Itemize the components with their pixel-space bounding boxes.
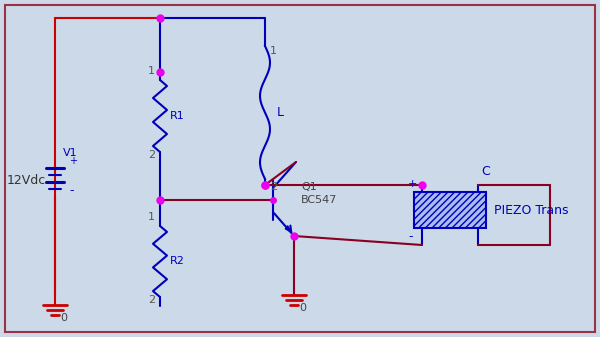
Text: +: + — [69, 156, 77, 166]
Text: C: C — [481, 165, 490, 178]
Text: 1: 1 — [270, 46, 277, 56]
Text: 0: 0 — [299, 303, 306, 313]
Text: 2: 2 — [270, 182, 277, 192]
Text: 1: 1 — [148, 212, 155, 222]
Text: +: + — [408, 179, 418, 189]
Bar — [414, 192, 486, 228]
Text: 0: 0 — [60, 313, 67, 323]
Text: R1: R1 — [170, 111, 185, 121]
Text: 1: 1 — [148, 66, 155, 76]
Text: -: - — [69, 184, 74, 197]
Text: 2: 2 — [148, 295, 155, 305]
Text: L: L — [277, 106, 284, 119]
Text: 2: 2 — [148, 150, 155, 160]
Text: -: - — [408, 230, 413, 243]
Text: BC547: BC547 — [301, 195, 337, 205]
Text: Q1: Q1 — [301, 182, 317, 192]
Text: R2: R2 — [170, 256, 185, 267]
Text: PIEZO Trans: PIEZO Trans — [494, 204, 569, 216]
Text: V1: V1 — [63, 148, 77, 158]
Text: 12Vdc: 12Vdc — [7, 174, 46, 186]
